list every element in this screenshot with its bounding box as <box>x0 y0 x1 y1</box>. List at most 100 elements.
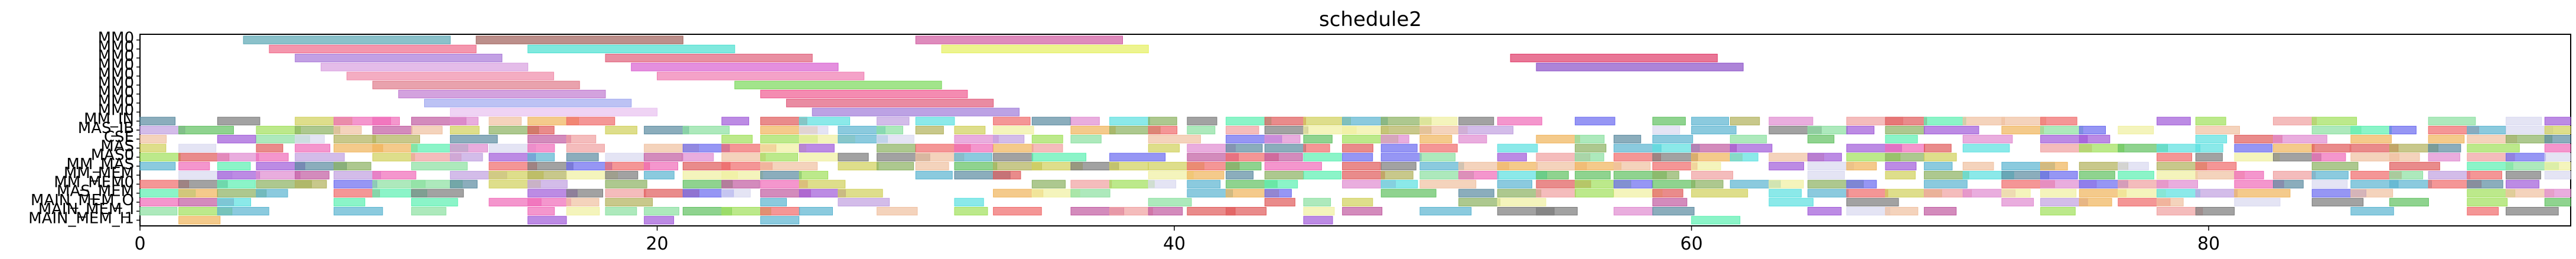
schedule-bar <box>1380 171 1414 180</box>
schedule-bar <box>1303 144 1330 153</box>
y-tick-label: MAS_IB <box>78 119 134 137</box>
schedule-bar <box>2311 171 2349 180</box>
schedule-bar <box>1148 198 1192 207</box>
schedule-bar <box>2544 144 2571 153</box>
schedule-bar <box>1652 180 1695 189</box>
schedule-bar <box>1924 207 1957 216</box>
schedule-bar <box>1226 116 1272 125</box>
schedule-bar <box>2311 180 2348 189</box>
schedule-bar <box>1575 135 1605 144</box>
schedule-bar <box>1380 189 1437 198</box>
schedule-bar <box>1419 153 1456 161</box>
schedule-bar <box>954 207 988 216</box>
schedule-bar <box>1885 135 1918 144</box>
schedule-bar <box>1109 207 1153 216</box>
schedule-bar <box>1691 216 1741 225</box>
schedule-bar <box>1303 198 1331 207</box>
schedule-bar <box>2350 207 2394 216</box>
schedule-bar <box>877 135 914 144</box>
y-tick-label: MM0 <box>98 75 134 92</box>
schedule-bar <box>1885 207 1919 216</box>
x-tick-label: 0 <box>134 234 145 254</box>
schedule-bar <box>1031 116 1071 125</box>
schedule-bar <box>1070 125 1116 135</box>
schedule-bar <box>333 125 362 135</box>
schedule-bar <box>1652 198 1688 207</box>
schedule-bar <box>760 161 818 171</box>
schedule-bar <box>1924 161 1953 171</box>
schedule-bar <box>2544 189 2571 198</box>
schedule-bar <box>139 207 178 216</box>
schedule-bar <box>1148 207 1183 216</box>
schedule-bar <box>1924 144 1952 153</box>
schedule-bar <box>1730 116 1760 125</box>
schedule-bar <box>1575 189 1614 198</box>
schedule-bar <box>838 161 879 171</box>
schedule-bar <box>450 116 478 125</box>
schedule-bar <box>2195 116 2226 125</box>
schedule-bar <box>993 135 1025 144</box>
schedule-bar <box>269 44 477 53</box>
schedule-bar <box>2118 125 2154 135</box>
schedule-bar <box>1730 153 1758 161</box>
schedule-bar <box>993 125 1034 135</box>
schedule-bar <box>1264 161 1322 171</box>
schedule-bar <box>2157 144 2200 153</box>
schedule-bar <box>1264 198 1295 207</box>
schedule-bar <box>1808 153 1842 161</box>
schedule-bar <box>217 161 251 171</box>
schedule-bar <box>1303 216 1333 225</box>
schedule-bar <box>993 116 1031 125</box>
schedule-bar <box>178 125 234 135</box>
schedule-bar <box>411 125 443 135</box>
schedule-bar <box>799 144 835 153</box>
schedule-bar <box>411 189 464 198</box>
schedule-bar <box>1613 135 1642 144</box>
schedule-bar <box>1148 125 1178 135</box>
y-tick-label: MAIN_MEM_I <box>38 200 134 218</box>
schedule-bar <box>1458 198 1500 207</box>
schedule-bar <box>1264 153 1303 161</box>
schedule-bar <box>915 125 944 135</box>
y-tick-label: MM_IN <box>84 111 134 128</box>
y-tick-label: MM0 <box>98 65 134 83</box>
schedule-bar <box>2544 125 2571 135</box>
schedule-bar <box>1342 116 1388 125</box>
schedule-bar <box>139 125 185 135</box>
schedule-bar <box>1536 189 1576 198</box>
y-tick-label: MM_MAS <box>66 156 134 173</box>
schedule-bar <box>2544 161 2571 171</box>
x-tick-label: 80 <box>2197 234 2220 254</box>
schedule-bar <box>1148 116 1177 125</box>
schedule-bar <box>605 153 644 161</box>
schedule-bar <box>2040 125 2083 135</box>
schedule-bar <box>1497 198 1546 207</box>
schedule-bar <box>1924 116 1966 125</box>
schedule-bar <box>2234 144 2273 153</box>
schedule-bar <box>527 44 735 53</box>
schedule-bar <box>2311 198 2364 207</box>
schedule-bar <box>411 198 458 207</box>
schedule-bar <box>2506 153 2546 161</box>
schedule-bar <box>631 63 839 72</box>
schedule-bar <box>450 135 498 144</box>
schedule-bar <box>1458 171 1499 180</box>
schedule-bar <box>2157 171 2198 180</box>
x-tick-label: 40 <box>1163 234 1186 254</box>
schedule-bar <box>372 135 421 144</box>
schedule-bar <box>799 207 833 216</box>
schedule-bar <box>1536 63 1744 72</box>
schedule-bar <box>682 153 714 161</box>
schedule-bar <box>1652 125 1681 135</box>
schedule-bar <box>178 144 217 153</box>
schedule-bar <box>915 35 1123 44</box>
schedule-bar <box>1419 144 1458 153</box>
schedule-bar <box>295 125 340 135</box>
schedule-bar <box>295 53 503 63</box>
schedule-bar <box>2428 144 2461 153</box>
y-tick-label: CSE <box>104 128 134 146</box>
schedule-bar <box>527 216 567 225</box>
schedule-bar <box>1575 153 1604 161</box>
schedule-bar <box>1497 144 1538 153</box>
schedule-bar <box>424 99 632 108</box>
